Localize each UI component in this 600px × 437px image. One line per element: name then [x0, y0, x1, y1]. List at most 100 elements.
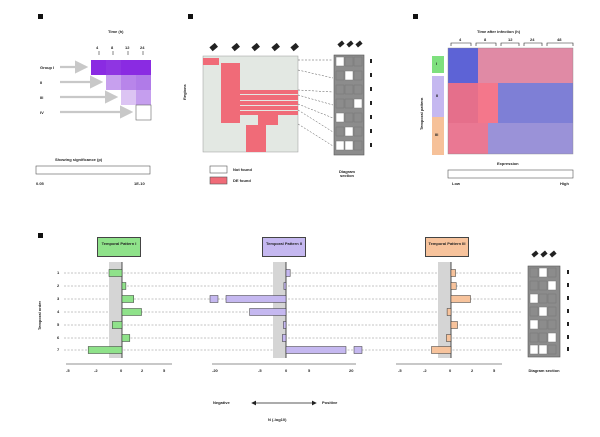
- matrix-cell: [106, 75, 121, 90]
- panel-d-row-label: 7: [57, 347, 60, 352]
- data-bar: [225, 295, 287, 303]
- panel-b-side-label: Regions: [182, 84, 187, 100]
- panel-c-scale-high: High: [560, 181, 569, 186]
- axis-tick-I: -5: [66, 368, 70, 373]
- data-bar: [450, 282, 457, 290]
- matrix-cell: [106, 60, 121, 75]
- panel-d-y-label: Temporal order: [37, 300, 42, 330]
- axis-tick-II: 5: [308, 368, 311, 373]
- panel-c-title: Time after infection (h): [477, 29, 521, 34]
- panel-a-significance-bar: [35, 165, 151, 175]
- axis-tick-II: 0: [285, 368, 288, 373]
- cluster-label: I: [436, 61, 438, 66]
- panel-label-b: b: [188, 14, 193, 19]
- panel-d-row-label: 4: [57, 309, 60, 314]
- panel-b-box-cells: [335, 56, 363, 151]
- data-bar: [282, 334, 287, 342]
- matrix-cell: [136, 75, 151, 90]
- cluster-label: III: [435, 132, 439, 137]
- matrix-cell: [91, 60, 106, 75]
- cluster-bar-II: [432, 76, 444, 117]
- legend-swatch-de-found: [209, 176, 228, 185]
- axis-tick-II: 20: [349, 368, 354, 373]
- panel-a-time-header: Time (h): [108, 29, 124, 34]
- de-block: [221, 63, 240, 93]
- positive-direction-label: Positive: [322, 400, 338, 405]
- panel-a-row-label: III: [40, 95, 44, 100]
- de-block: [240, 106, 298, 110]
- matrix-cell: [121, 90, 136, 105]
- panel-a-tick-marks: [98, 51, 144, 55]
- data-bar: [121, 308, 142, 316]
- cluster-label: II: [436, 93, 439, 98]
- data-bar: [285, 269, 291, 277]
- panel-b-box-caption: Diagram section: [338, 169, 355, 178]
- panel-a-time-tick: 12: [125, 45, 130, 50]
- panel-c-expression-label: Expression: [497, 161, 519, 166]
- panel-d-row-ticks: [567, 270, 569, 351]
- panel-d-row-label: 5: [57, 322, 60, 327]
- panel-d-row-label: 3: [57, 296, 60, 301]
- axis-tick-III: -5: [398, 368, 402, 373]
- data-bar: [431, 346, 452, 354]
- panel-c-col-brackets: [450, 42, 574, 46]
- panel-c-time-col: 8: [484, 37, 487, 42]
- panel-a-row-label: IV: [40, 110, 44, 115]
- de-block: [240, 95, 298, 100]
- panel-d-row-label: 1: [57, 270, 60, 275]
- legend-label-not-found: Not found: [233, 167, 252, 172]
- de-block: [258, 115, 278, 125]
- axis-tick-III: -2: [423, 368, 427, 373]
- panel-b-heatmap: [202, 55, 299, 153]
- data-bar: [121, 295, 134, 303]
- axis-tick-III: 2: [471, 368, 474, 373]
- data-bar: [450, 295, 471, 303]
- data-bar-overflow: [209, 295, 219, 303]
- panel-d-box-col-markers: [531, 250, 557, 258]
- panel-a-bar-low: 0.05: [36, 181, 44, 186]
- panel-a-bar-title: Showing significance (p): [55, 157, 103, 162]
- axis-tick-I: 5: [163, 368, 166, 373]
- panel-c-time-col: 4: [459, 37, 462, 42]
- matrix-cell: [121, 60, 136, 75]
- cluster-bar-III: [432, 117, 444, 155]
- legend-swatch-not-found: [209, 165, 228, 174]
- axis-tick-II: -20: [212, 368, 218, 373]
- group-title-III: Temporal Pattern III: [425, 237, 469, 257]
- axis-tick-III: 5: [493, 368, 496, 373]
- data-bar: [87, 346, 123, 354]
- panel-d-row-label: 2: [57, 283, 60, 288]
- axis-tick-III: 0: [449, 368, 452, 373]
- panel-b-box-col-markers: [337, 40, 363, 48]
- cluster-bar-I: [432, 56, 444, 73]
- panel-c-heatmap: [447, 47, 574, 155]
- panel-c-expression-bar: [447, 169, 574, 179]
- de-block: [203, 58, 219, 65]
- panel-label-a: a: [38, 14, 43, 19]
- panel-c-scale-low: Low: [452, 181, 460, 186]
- matrix-cell: [135, 104, 152, 121]
- panel-d-box-caption: Diagram section: [528, 368, 560, 373]
- axis-tick-I: -2: [94, 368, 98, 373]
- data-bar-overflow: [353, 346, 363, 354]
- panel-b-connectors: [297, 59, 334, 147]
- data-bar: [446, 308, 452, 316]
- panel-d-x-axis-label: N (-log10): [268, 417, 287, 422]
- legend-label-de-found: DE found: [233, 178, 251, 183]
- panel-b-column-markers: [209, 42, 299, 52]
- data-bar: [285, 346, 347, 354]
- data-bar: [283, 282, 287, 290]
- de-block: [240, 90, 298, 94]
- matrix-cell: [121, 75, 136, 90]
- data-bar: [446, 334, 452, 342]
- panel-c-time-col: 12: [508, 37, 513, 42]
- panel-c-cluster-bars: [432, 56, 444, 155]
- negative-direction-label: Negative: [213, 400, 230, 405]
- panel-d-diagram-boxes: [527, 265, 561, 358]
- data-bar: [450, 321, 458, 329]
- de-block: [221, 93, 240, 123]
- de-block: [240, 101, 298, 105]
- data-bar: [249, 308, 287, 316]
- panel-c-time-col: 48: [557, 37, 562, 42]
